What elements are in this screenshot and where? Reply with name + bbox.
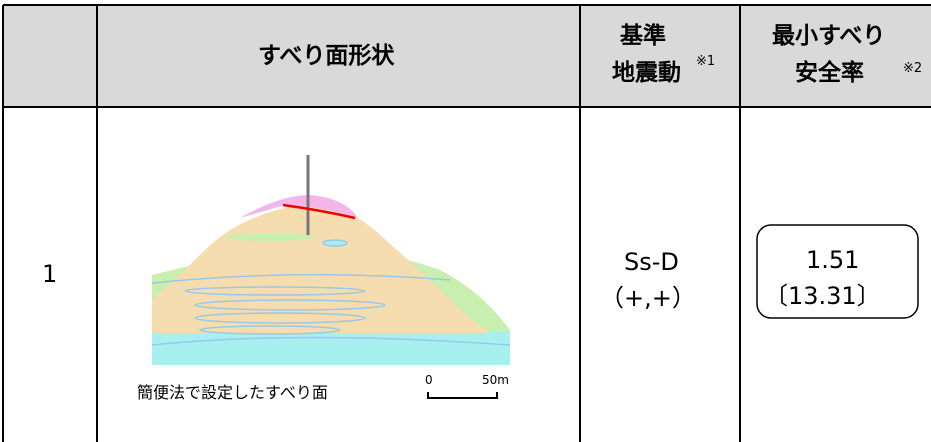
scale-bar <box>427 392 498 399</box>
value-box <box>756 224 919 319</box>
motion-value: Ss-D <box>624 248 679 276</box>
header-safety: 最小すべり <box>772 23 886 49</box>
header-motion: 基準 <box>620 23 666 49</box>
scale-label: 0 <box>425 373 433 387</box>
header-background <box>3 5 931 107</box>
header-motion: 地震動 <box>612 60 681 86</box>
header-shape: すべり面形状 <box>258 43 395 69</box>
header-note: ※1 <box>696 54 716 69</box>
cross-section <box>151 155 511 365</box>
figure-caption: 簡便法で設定したすべり面 <box>137 383 328 402</box>
header-safety: 安全率 <box>795 60 864 86</box>
scale-label: 50m <box>482 373 509 387</box>
table-borders <box>2 4 931 442</box>
safety-value: 1.51 <box>806 246 860 274</box>
motion-value: （+,+） <box>600 284 696 312</box>
safety-value: 〔13.31〕 <box>764 282 881 310</box>
row-number: 1 <box>42 260 58 288</box>
header-note: ※2 <box>903 61 923 76</box>
